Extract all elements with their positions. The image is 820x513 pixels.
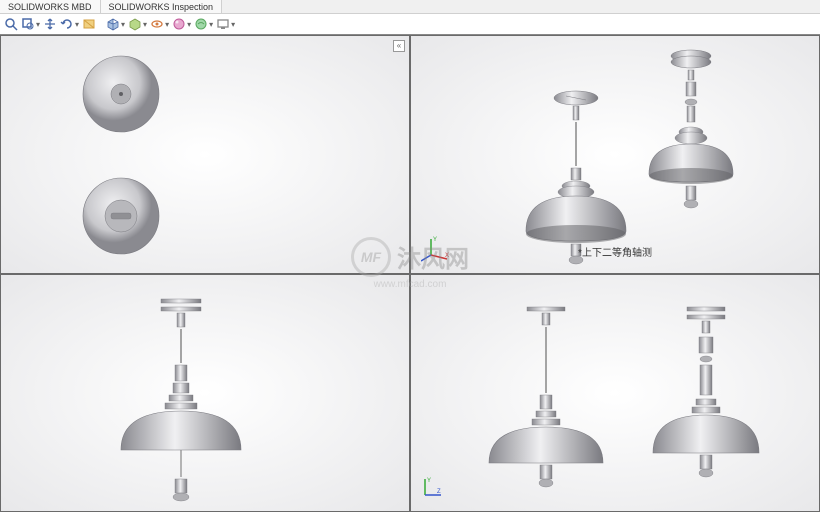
model-lamp-side-1 [471,303,621,498]
tab-inspection[interactable]: SOLIDWORKS Inspection [101,0,223,13]
view-triad-icon: Y Z [417,475,447,505]
dropdown-icon[interactable]: ▾ [143,20,147,29]
section-icon[interactable] [82,17,96,31]
viewport-grid: « [0,34,820,512]
render-icon[interactable] [216,17,230,31]
model-lamp-side-2 [641,303,771,498]
dropdown-icon[interactable]: ▾ [36,20,40,29]
model-lamp-iso-1 [631,44,751,214]
pan-icon[interactable] [43,17,57,31]
display-style-icon[interactable] [128,17,142,31]
view-label: *上下二等角轴测 [578,244,652,259]
view-triad-icon: Y X [421,233,451,263]
viewport-front[interactable] [0,274,410,513]
hide-show-icon[interactable] [150,17,164,31]
command-tabs: SOLIDWORKS MBD SOLIDWORKS Inspection [0,0,820,14]
dropdown-icon[interactable]: ▾ [209,20,213,29]
svg-text:Z: Z [437,489,441,495]
tab-mbd[interactable]: SOLIDWORKS MBD [0,0,101,13]
zoom-area-icon[interactable] [21,17,35,31]
panel-collapse-button[interactable]: « [393,40,405,52]
dropdown-icon[interactable]: ▾ [75,20,79,29]
model-lamp-top-1 [81,54,161,134]
view-orientation-icon[interactable] [106,17,120,31]
heads-up-toolbar: ▾ ▾ ▾ ▾ ▾ ▾ ▾ ▾ [0,14,820,34]
appearance-icon[interactable] [172,17,186,31]
model-lamp-iso-2 [511,86,641,266]
model-lamp-top-2 [81,176,161,256]
scene-icon[interactable] [194,17,208,31]
model-lamp-front [101,295,261,505]
dropdown-icon[interactable]: ▾ [121,20,125,29]
svg-text:X: X [445,253,449,259]
viewport-side[interactable]: Y Z [410,274,820,513]
viewport-isometric[interactable]: Y X *上下二等角轴测 [410,35,820,274]
rotate-icon[interactable] [60,17,74,31]
dropdown-icon[interactable]: ▾ [231,20,235,29]
zoom-fit-icon[interactable] [4,17,18,31]
dropdown-icon[interactable]: ▾ [187,20,191,29]
svg-text:Y: Y [433,237,437,243]
viewport-top[interactable]: « [0,35,410,274]
svg-text:Y: Y [427,478,431,484]
watermark-url: www.mfcad.com [374,279,447,290]
dropdown-icon[interactable]: ▾ [165,20,169,29]
